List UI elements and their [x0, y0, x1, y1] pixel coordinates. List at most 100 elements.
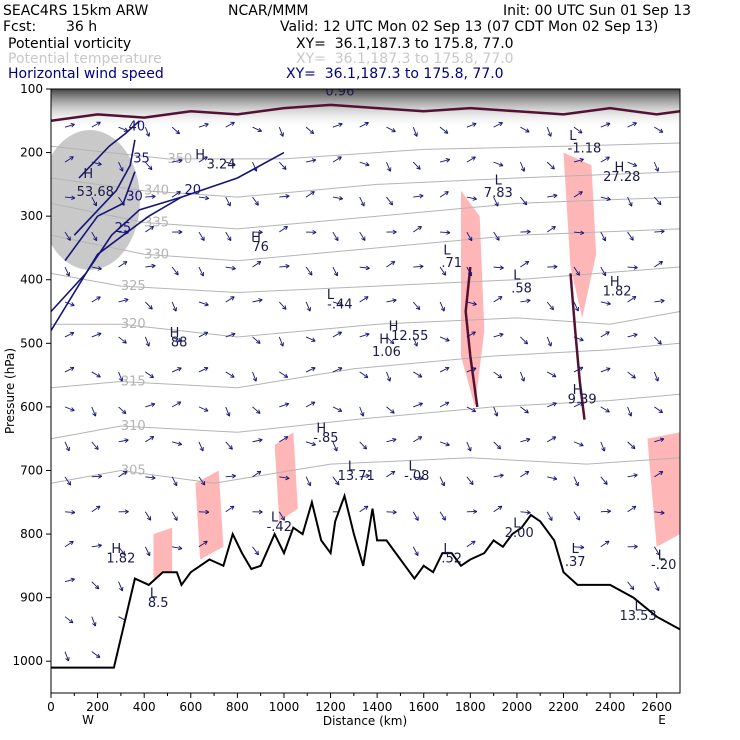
- wind-vector: [600, 301, 611, 306]
- wind-vector: [278, 336, 284, 347]
- wind-vector: [653, 546, 661, 556]
- wind-vector: [493, 122, 503, 128]
- wind-vector: [466, 301, 477, 306]
- x-tick-label-0: 0: [47, 700, 55, 714]
- wind-vector: [64, 616, 74, 624]
- annotation-37: 1.82: [106, 552, 135, 567]
- wind-vector: [493, 406, 499, 417]
- wind-vector: [573, 544, 585, 550]
- wind-vector: [145, 161, 153, 171]
- wind-vector: [573, 511, 581, 521]
- wind-vector: [439, 441, 450, 447]
- wind-vector: [547, 402, 557, 408]
- wind-vector: [547, 264, 558, 270]
- y-tick-label-600: 600: [20, 400, 43, 414]
- wind-vector: [305, 441, 316, 447]
- fcst-label: Fcst:: [3, 19, 37, 35]
- wind-vector: [172, 441, 183, 446]
- theta-contour-320: [51, 311, 680, 338]
- wind-vector: [654, 437, 665, 443]
- wind-vector: [305, 476, 312, 487]
- wind-vector: [144, 336, 150, 347]
- wind-vector: [386, 437, 397, 443]
- wind-vector: [332, 156, 342, 163]
- wind-vector: [279, 264, 290, 269]
- wind-vector: [118, 161, 124, 172]
- wind-vector: [412, 546, 419, 556]
- wind-vector: [305, 158, 317, 163]
- annotation-47: 13.53: [619, 609, 656, 624]
- wind-vector: [412, 126, 418, 137]
- wind-vector: [547, 193, 558, 199]
- wind-vector: [600, 231, 607, 242]
- wind-vector: [278, 301, 287, 310]
- wind-label-25: 25: [115, 221, 132, 236]
- wind-vector: [332, 301, 343, 307]
- wind-vector: [91, 266, 102, 271]
- wind-vector: [546, 336, 552, 347]
- wind-vector: [627, 161, 638, 167]
- wind-vector: [359, 371, 369, 379]
- wind-vector: [359, 231, 366, 241]
- wind-vector: [440, 230, 451, 235]
- wind-vector: [225, 296, 235, 303]
- wind-vector: [91, 161, 102, 167]
- annotation-20: H: [615, 161, 625, 176]
- annotation-21: 27.28: [603, 170, 640, 185]
- wind-vector: [439, 191, 449, 198]
- wind-vector: [225, 161, 236, 167]
- wind-vector: [600, 331, 610, 338]
- x-tick-label-600: 600: [179, 700, 202, 714]
- model-name: SEAC4RS 15km ARW: [3, 3, 149, 19]
- annotation-22: L: [569, 129, 577, 144]
- x-tick-label-400: 400: [133, 700, 156, 714]
- wind-vector: [627, 441, 636, 450]
- wind-vector: [493, 332, 504, 338]
- annotation-11: .71: [441, 256, 462, 271]
- wind-vector: [386, 509, 397, 515]
- wind-vector: [305, 126, 315, 135]
- wind-vector: [145, 436, 155, 443]
- wind-vector: [386, 406, 395, 414]
- wind-vector: [171, 367, 182, 373]
- annotation-7: 88: [171, 335, 188, 350]
- wind-vector: [144, 511, 152, 521]
- annotation-15: .58: [511, 281, 532, 296]
- wind-label-20: 20: [184, 183, 201, 198]
- wind-vector: [198, 366, 209, 373]
- x-axis-label: Distance (km): [323, 714, 407, 728]
- wind-vector: [305, 401, 316, 408]
- wind-vector: [600, 156, 610, 163]
- wind-vector: [145, 301, 153, 310]
- wind-vector: [386, 126, 396, 133]
- wind-vector: [627, 406, 633, 417]
- wind-vector: [359, 196, 365, 207]
- theta-label-315: 315: [121, 374, 146, 389]
- annotation-34: L: [271, 510, 279, 525]
- wind-vector: [439, 266, 447, 276]
- wind-vector: [439, 126, 449, 134]
- wind-vector: [654, 229, 665, 234]
- wind-vector: [520, 470, 530, 478]
- wind-vector: [413, 193, 424, 199]
- terrain-line: [51, 492, 680, 669]
- wind-vector: [413, 436, 423, 443]
- annotation-13: 7.83: [484, 186, 513, 201]
- wind-vector: [573, 157, 584, 163]
- y-tick-label-300: 300: [20, 209, 43, 223]
- wind-vector: [546, 225, 556, 233]
- wind-vector: [386, 229, 397, 235]
- wind-vector: [279, 225, 288, 233]
- wind-vector: [145, 402, 156, 408]
- wind-vector: [91, 231, 98, 242]
- wind-vector: [64, 651, 70, 662]
- wind-vector: [573, 230, 585, 236]
- shaded-region-5: [153, 527, 173, 579]
- wind-vector: [654, 298, 665, 304]
- wind-vector: [118, 509, 129, 515]
- annotation-25: 1.82: [603, 285, 632, 300]
- wind-vector: [573, 191, 583, 198]
- wind-vector: [252, 229, 263, 235]
- wind-vector: [654, 406, 663, 414]
- annotation-39: .52: [441, 552, 462, 567]
